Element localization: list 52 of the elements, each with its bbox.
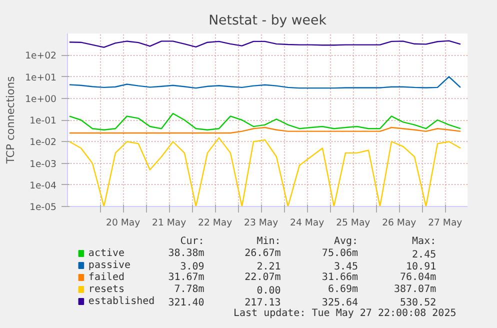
y-tick-label: 1e-03 [30,158,57,170]
text: 6.69m [328,284,358,295]
y-tick-label: 1e+02 [25,50,57,62]
text: 2.21 [256,262,281,272]
text: 76.04m [400,272,436,283]
line-series [68,137,462,206]
legend-label: established [88,296,155,307]
text: 31.67m [168,272,204,283]
y-axis-title: TCP connections [4,76,18,165]
text: 22.07m [244,272,281,283]
text: Cur: [180,236,204,247]
x-tick-label: 21 May [152,218,187,228]
line-series [68,76,462,89]
x-tick-label: 25 May [336,218,371,228]
y-tick-label: 1e+01 [25,72,57,84]
legend-label: resets [88,284,125,295]
legend-label: failed [88,272,125,283]
text: Min: [256,236,281,247]
x-tick-label: 24 May [290,218,325,228]
text: 38.38m [168,248,204,259]
text: 530.52 [400,298,436,308]
y-tick-label: 1e-05 [30,202,57,213]
y-tick-label: 1e+00 [25,94,57,105]
y-tick-label: 1e-01 [30,116,57,126]
x-tick-label: 20 May [106,218,141,228]
text: Avg: [334,236,358,247]
text: 10.91 [406,262,436,272]
line-series [68,40,462,48]
text: 3.09 [180,262,204,272]
text: 387.07m [394,284,436,295]
text: 217.13 [244,298,281,308]
legend-label: active [88,248,125,259]
chart-title: Netstat - by week [208,14,327,28]
text: Max: [412,236,436,247]
y-tick-label: 1e-02 [30,137,57,148]
text: 26.67m [244,248,281,259]
x-tick-label: 22 May [198,218,233,228]
text: 325.64 [322,298,358,308]
text: 31.66m [322,272,358,283]
x-tick-label: 26 May [382,218,417,228]
legend-label: passive [88,260,131,271]
text: 3.45 [334,262,358,272]
x-tick-label: 27 May [428,218,463,228]
text: 321.40 [168,298,204,308]
line-series [68,112,462,130]
text: 75.06m [322,248,358,259]
text: 2.45 [412,250,436,260]
x-tick-label: 23 May [244,218,279,228]
y-tick-label: 1e-04 [30,180,57,192]
text: Last update: Tue May 27 22:00:08 2025 [233,308,456,319]
text: 7.78m [174,284,204,295]
text: 0.00 [256,286,281,296]
